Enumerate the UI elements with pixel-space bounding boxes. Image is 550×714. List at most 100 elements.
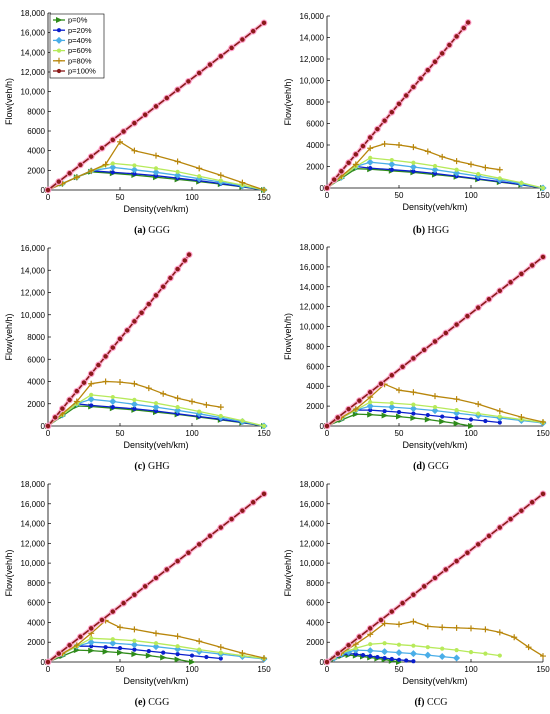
data-point [66, 169, 73, 177]
data-point [352, 641, 359, 648]
data-point [117, 624, 123, 631]
data-point [367, 411, 374, 418]
data-point [44, 422, 52, 430]
data-point [203, 401, 210, 408]
x-tick-label: 100 [464, 191, 478, 200]
data-point [528, 262, 536, 269]
y-tick-label: 14,000 [300, 34, 325, 43]
series-line [47, 637, 265, 663]
data-point [396, 621, 402, 628]
y-tick-label: 12,000 [21, 68, 46, 77]
data-point [453, 624, 460, 631]
data-point [409, 650, 417, 658]
y-tick-label: 8000 [306, 98, 324, 107]
data-point [98, 616, 106, 624]
data-point [88, 647, 95, 654]
data-point [197, 647, 202, 652]
data-point [389, 167, 394, 172]
legend-marker [56, 17, 63, 23]
data-point [482, 164, 489, 171]
data-point [410, 415, 417, 422]
y-tick-label: 0 [320, 422, 325, 431]
caption-text: GGG [146, 225, 170, 236]
data-point [396, 409, 402, 415]
panel-caption: (c) GHG [134, 461, 169, 472]
data-point [368, 642, 373, 647]
data-point [424, 651, 432, 659]
data-point [88, 380, 95, 387]
caption-text: GHG [145, 461, 169, 472]
data-point [167, 274, 174, 282]
x-tick-label: 150 [257, 193, 271, 202]
data-point [261, 423, 267, 429]
data-point [431, 166, 439, 174]
data-point [145, 385, 152, 392]
x-axis-label: Density(veh/km) [402, 440, 467, 450]
data-point [454, 648, 459, 653]
panel-caption: (e) CGG [135, 697, 170, 708]
series-line [326, 157, 544, 189]
data-point [228, 515, 235, 523]
data-point [44, 186, 52, 194]
data-point [330, 176, 338, 183]
data-point [442, 329, 450, 337]
data-point [356, 633, 363, 641]
data-point [217, 644, 224, 651]
data-point [453, 321, 460, 328]
data-point [432, 171, 438, 176]
data-point [95, 361, 102, 369]
data-point [381, 412, 389, 419]
data-point [439, 153, 446, 160]
data-point [432, 163, 438, 169]
data-point [249, 27, 257, 35]
data-point [130, 400, 138, 408]
data-point [98, 144, 106, 152]
y-tick-label: 10,000 [300, 323, 325, 332]
data-point [73, 398, 80, 405]
series-p=100% [44, 490, 268, 666]
data-point [453, 158, 460, 165]
data-point [497, 420, 502, 425]
data-point [454, 167, 459, 172]
chart-panel-5: 0 2000 4000 6000 8000 10,000 12,000 14,000 16,00… [4, 480, 271, 708]
y-tick-label: 16,000 [300, 500, 325, 509]
series-p=100% [44, 19, 268, 194]
data-point [367, 145, 374, 152]
data-point [217, 404, 224, 411]
data-point [73, 642, 80, 649]
data-point [239, 179, 246, 186]
legend-label: p=40% [68, 36, 92, 45]
data-point [152, 292, 160, 299]
series-p=100% [323, 19, 472, 192]
data-point [131, 318, 138, 325]
data-point [195, 540, 203, 548]
y-tick-label: 6000 [27, 599, 45, 608]
x-tick-label: 50 [395, 429, 404, 438]
series-p=80% [324, 140, 503, 191]
data-point [174, 645, 182, 653]
y-tick-label: 0 [320, 658, 325, 667]
data-point [345, 405, 352, 413]
data-point [185, 77, 192, 85]
data-point [141, 582, 149, 590]
y-tick-label: 14,000 [300, 283, 325, 292]
data-point [468, 650, 474, 655]
data-point [424, 66, 432, 74]
caption-text: GCG [425, 461, 449, 472]
data-point [345, 641, 352, 649]
legend-marker [56, 57, 62, 64]
data-point [411, 160, 416, 165]
y-tick-label: 2000 [27, 400, 45, 409]
data-point [519, 180, 524, 185]
data-point [261, 655, 267, 662]
x-tick-label: 0 [46, 193, 51, 202]
data-point [474, 304, 482, 312]
data-point [73, 647, 81, 654]
data-point [359, 142, 367, 150]
y-tick-label: 4000 [27, 378, 45, 387]
data-point [366, 647, 374, 655]
data-point [388, 403, 396, 411]
data-point [464, 549, 471, 557]
data-point [411, 402, 416, 407]
chart-panel-3: 0 2000 4000 6000 8000 10,000 12,000 14,000 16,00… [4, 244, 271, 472]
